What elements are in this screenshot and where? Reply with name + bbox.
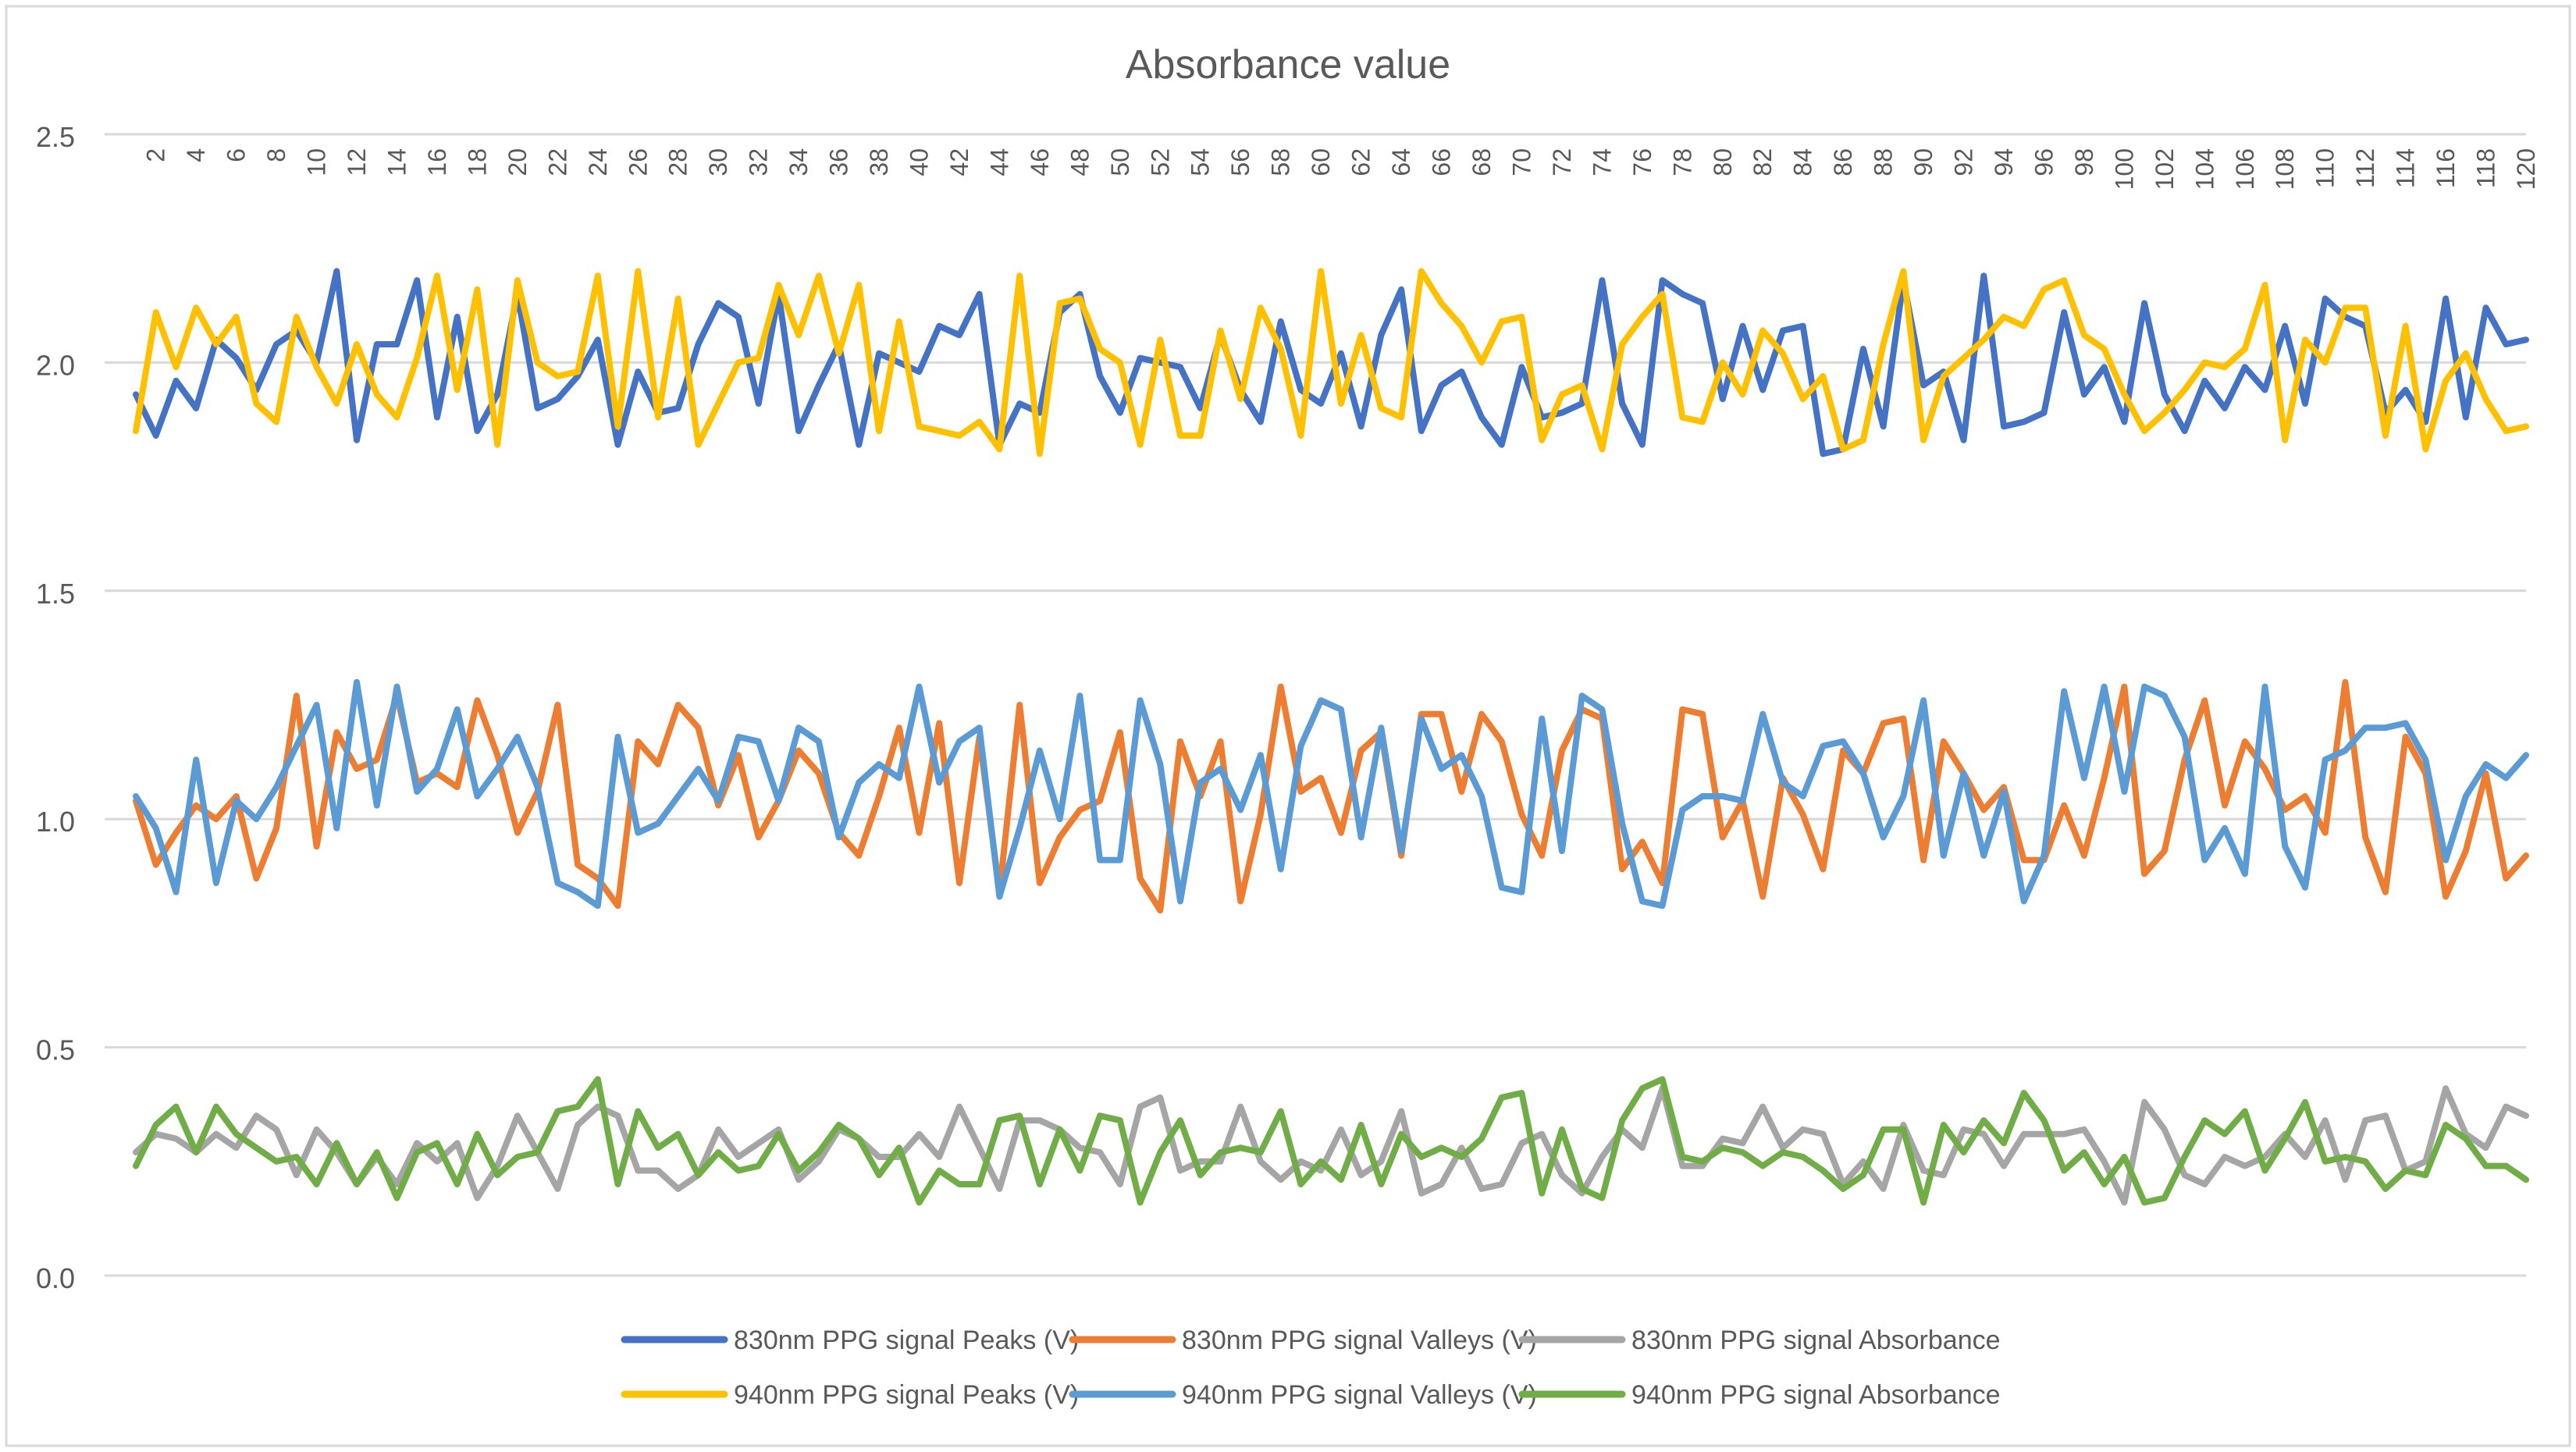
x-tick-label: 28 bbox=[664, 148, 692, 176]
x-tick-label: 46 bbox=[1026, 148, 1054, 176]
x-tick-label: 66 bbox=[1428, 148, 1456, 176]
x-tick-label: 94 bbox=[1990, 148, 2018, 176]
x-tick-label: 64 bbox=[1387, 148, 1415, 176]
y-tick-label: 2.0 bbox=[36, 349, 75, 381]
x-tick-label: 118 bbox=[2472, 148, 2500, 188]
x-tick-label: 40 bbox=[906, 148, 934, 176]
legend-label-3: 830nm PPG signal Absorbance bbox=[1631, 1326, 2001, 1355]
x-tick-label: 50 bbox=[1106, 148, 1134, 176]
x-tick-label: 102 bbox=[2151, 148, 2179, 190]
x-tick-label: 36 bbox=[825, 148, 853, 176]
legend-label-6: 940nm PPG signal Absorbance bbox=[1631, 1380, 2001, 1410]
x-tick-label: 104 bbox=[2190, 148, 2218, 190]
x-tick-label: 4 bbox=[182, 148, 210, 162]
x-tick-label: 70 bbox=[1507, 148, 1535, 176]
y-tick-label: 0.5 bbox=[36, 1034, 75, 1066]
x-tick-label: 14 bbox=[383, 148, 411, 176]
x-tick-label: 48 bbox=[1066, 148, 1094, 176]
x-tick-label: 12 bbox=[343, 148, 371, 176]
x-tick-label: 44 bbox=[985, 148, 1013, 176]
x-tick-label: 92 bbox=[1950, 148, 1978, 176]
series-line-6 bbox=[133, 1076, 2529, 1206]
series-line-5 bbox=[133, 678, 2529, 909]
y-tick-label: 1.0 bbox=[36, 806, 75, 838]
x-tick-label: 106 bbox=[2231, 148, 2259, 190]
x-tick-label: 42 bbox=[945, 148, 973, 176]
x-tick-label: 38 bbox=[865, 148, 893, 176]
series-lines bbox=[133, 268, 2529, 1206]
legend-label-2: 830nm PPG signal Valleys (V) bbox=[1182, 1326, 1537, 1355]
x-tick-label: 114 bbox=[2392, 148, 2420, 188]
x-tick-label: 52 bbox=[1146, 148, 1174, 176]
x-tick-label: 10 bbox=[303, 148, 331, 176]
x-tick-label: 32 bbox=[745, 148, 773, 176]
x-tick-label: 90 bbox=[1909, 148, 1937, 176]
x-tick-label: 72 bbox=[1548, 148, 1576, 176]
x-tick-label: 22 bbox=[543, 148, 571, 176]
legend: 830nm PPG signal Peaks (V) 830nm PPG sign… bbox=[621, 1326, 2001, 1410]
x-tick-label: 96 bbox=[2030, 148, 2058, 176]
x-tick-label: 54 bbox=[1187, 148, 1215, 176]
x-tick-label: 24 bbox=[584, 148, 612, 176]
series-line-3 bbox=[133, 1085, 2529, 1206]
legend-label-5: 940nm PPG signal Valleys (V) bbox=[1182, 1380, 1537, 1410]
x-tick-label: 58 bbox=[1267, 148, 1295, 176]
x-tick-label: 116 bbox=[2432, 148, 2460, 188]
x-tick-label: 76 bbox=[1628, 148, 1656, 176]
x-tick-label: 74 bbox=[1588, 148, 1616, 176]
x-tick-label: 26 bbox=[624, 148, 652, 176]
chart-title: Absorbance value bbox=[1126, 42, 1450, 87]
x-tick-label: 84 bbox=[1789, 148, 1817, 176]
x-tick-label: 112 bbox=[2351, 148, 2379, 188]
y-tick-label: 1.5 bbox=[36, 578, 75, 610]
x-tick-label: 56 bbox=[1226, 148, 1254, 176]
series-line-4 bbox=[133, 268, 2529, 457]
x-tick-label: 98 bbox=[2070, 148, 2098, 176]
x-tick-label: 2 bbox=[142, 148, 170, 162]
x-tick-label: 60 bbox=[1307, 148, 1335, 176]
x-tick-label: 62 bbox=[1347, 148, 1375, 176]
x-tick-label: 100 bbox=[2110, 148, 2138, 190]
legend-label-4: 940nm PPG signal Peaks (V) bbox=[734, 1380, 1079, 1410]
x-tick-label: 108 bbox=[2271, 148, 2299, 190]
x-axis-ticks: 2 4 6 8 10 12 14 16 18 20 22 24 26 28 30 32 34 36 38 40 42 44… bbox=[142, 148, 2540, 190]
x-tick-label: 20 bbox=[503, 148, 532, 176]
y-tick-label: 0.0 bbox=[36, 1262, 75, 1294]
x-tick-label: 80 bbox=[1709, 148, 1737, 176]
x-tick-label: 86 bbox=[1829, 148, 1857, 176]
x-tick-label: 16 bbox=[423, 148, 451, 176]
x-tick-label: 110 bbox=[2311, 148, 2339, 188]
x-tick-label: 88 bbox=[1870, 148, 1898, 176]
x-tick-label: 82 bbox=[1749, 148, 1777, 176]
x-tick-label: 6 bbox=[222, 148, 251, 162]
x-tick-label: 68 bbox=[1468, 148, 1496, 176]
x-tick-label: 8 bbox=[262, 148, 290, 162]
y-axis-ticks: 0.0 0.5 1.0 1.5 2.0 2.5 bbox=[36, 121, 75, 1294]
y-tick-label: 2.5 bbox=[36, 121, 75, 153]
x-tick-label: 120 bbox=[2512, 148, 2540, 190]
series-line-2 bbox=[133, 678, 2529, 914]
x-tick-label: 34 bbox=[785, 148, 813, 176]
legend-label-1: 830nm PPG signal Peaks (V) bbox=[734, 1326, 1079, 1355]
x-tick-label: 30 bbox=[704, 148, 732, 176]
x-tick-label: 18 bbox=[463, 148, 491, 176]
x-tick-label: 78 bbox=[1668, 148, 1696, 176]
